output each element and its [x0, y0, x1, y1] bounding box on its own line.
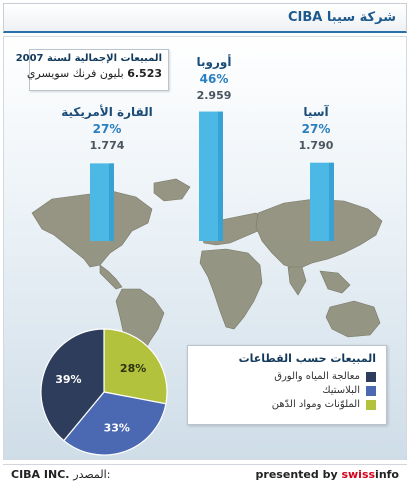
region-label-europe: أوروبا 46% 2.959: [184, 55, 244, 102]
total-sales-title: المبيعات الإجمالية لسنة 2007: [15, 53, 162, 64]
region-bars: [90, 111, 334, 241]
page-title: شركة سيبا CIBA: [287, 10, 396, 25]
legend-item-water-paper: معالجة المياه والورق: [198, 371, 376, 382]
brand-logo-swiss: swiss: [341, 468, 376, 481]
sector-legend: المبيعات حسب القطاعات معالجة المياه والو…: [187, 345, 387, 425]
total-sales-unit: بليون فرنك سويسري: [26, 67, 124, 80]
pie-value-label: 28%: [120, 362, 146, 375]
legend-item-coatings: الملوّنات ومواد الدّهن: [198, 399, 376, 410]
source-label: المصدر:: [73, 468, 111, 481]
map-africa: [199, 248, 263, 330]
legend-swatch: [366, 399, 376, 410]
sector-pie: [40, 328, 168, 456]
region-name: أوروبا: [196, 55, 232, 69]
sector-pie-labels: 28% 33% 39%: [55, 362, 146, 435]
legend-swatch: [366, 385, 376, 396]
brand-logo-info: info: [375, 468, 399, 481]
map-australia: [325, 300, 381, 338]
total-sales-box: المبيعات الإجمالية لسنة 2007 6.523 بليون…: [15, 49, 169, 91]
pie-value-label: 33%: [104, 422, 130, 435]
map-greenland: [153, 178, 191, 202]
legend-label: الملوّنات ومواد الدّهن: [271, 399, 360, 410]
pie-value-label: 39%: [55, 373, 81, 386]
region-label-asia: آسيا 27% 1.790: [286, 105, 346, 152]
presented-by-credit[interactable]: presented by swissinfo: [256, 468, 399, 481]
region-percent: 46%: [199, 72, 229, 86]
region-percent: 27%: [92, 122, 122, 136]
pie-slice-0: [40, 328, 105, 442]
presented-by-text: presented by: [255, 468, 338, 481]
pie-slice-1: [62, 391, 167, 456]
footer-bar: CIBA INC. المصدر: presented by swissinfo: [3, 464, 407, 484]
chart-canvas: 28% 33% 39%: [31, 111, 383, 456]
region-name: آسيا: [303, 105, 329, 119]
bar-shade-0: [109, 163, 114, 241]
map-southeast-asia: [319, 270, 351, 294]
source-credit: CIBA INC. المصدر:: [11, 468, 110, 481]
legend-title: المبيعات حسب القطاعات: [238, 352, 376, 365]
region-value: 2.959: [196, 89, 232, 102]
legend-label: البلاستيك: [322, 385, 360, 396]
header-bar: شركة سيبا CIBA: [3, 3, 407, 33]
region-percent: 27%: [301, 122, 331, 136]
map-india: [287, 266, 307, 296]
legend-label: معالجة المياه والورق: [274, 371, 360, 382]
region-label-americas: القارة الأمريكية 27% 1.774: [52, 105, 162, 152]
map-central-america: [99, 264, 123, 290]
source-value: CIBA INC.: [11, 468, 70, 481]
bar-shade-2: [329, 162, 334, 241]
region-value: 1.790: [298, 139, 334, 152]
chart-panel: 28% 33% 39% المبيعات الإجمالية لسنة 2007 6…: [3, 36, 407, 460]
region-value: 1.774: [89, 139, 125, 152]
total-sales-amount: 6.523: [127, 67, 162, 80]
bar-shade-1: [218, 111, 223, 241]
legend-item-plastics: البلاستيك: [198, 385, 376, 396]
pie-slice-2: [103, 328, 168, 405]
region-name: القارة الأمريكية: [61, 105, 153, 119]
legend-swatch: [366, 371, 376, 382]
total-sales-value: 6.523 بليون فرنك سويسري: [27, 67, 162, 80]
